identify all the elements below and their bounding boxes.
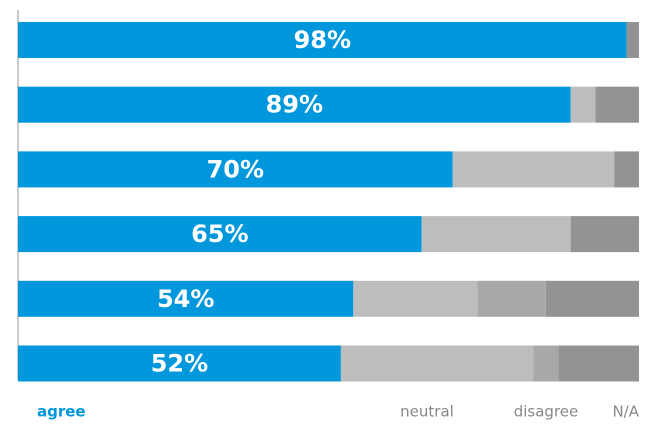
legend-label: N/A	[612, 403, 639, 421]
bar-segment	[452, 151, 615, 188]
bar-segment	[18, 345, 341, 382]
bar-segment	[595, 86, 639, 123]
bar-segment	[353, 280, 478, 317]
bar-segment	[18, 216, 422, 253]
legend-label: agree	[37, 403, 86, 421]
legend-label: disagree	[514, 403, 579, 421]
value-label: 52%	[151, 350, 208, 378]
bar-segment	[18, 280, 354, 317]
bar-segment	[533, 345, 559, 382]
value-label: 89%	[266, 91, 323, 119]
bar-segment	[558, 345, 639, 382]
value-label: 70%	[207, 155, 264, 183]
bar-segment	[570, 216, 639, 253]
bar-segment	[421, 216, 571, 253]
bar-segment	[18, 22, 627, 58]
legend-label: neutral	[400, 403, 454, 421]
bar-segment	[626, 22, 639, 58]
bar-segment	[18, 151, 453, 188]
bar-segment	[614, 151, 639, 188]
value-label: 98%	[294, 26, 351, 54]
bar-segment	[545, 280, 639, 317]
bar-segment	[340, 345, 534, 382]
value-label: 54%	[157, 285, 214, 313]
bar-segment	[477, 280, 546, 317]
bar-segment	[18, 86, 571, 123]
value-label: 65%	[191, 220, 248, 248]
bar-segment	[570, 86, 596, 123]
